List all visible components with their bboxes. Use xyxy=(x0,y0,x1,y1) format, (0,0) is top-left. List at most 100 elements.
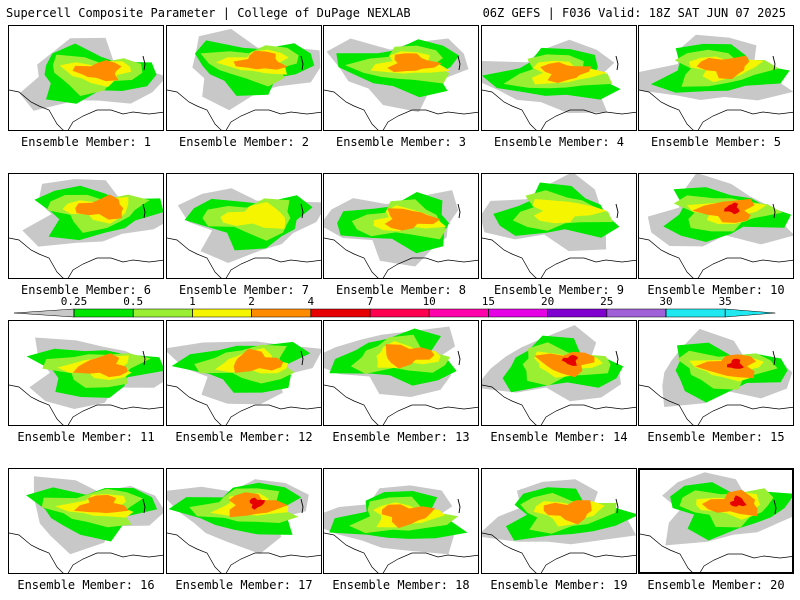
colorbar-segment xyxy=(132,308,193,318)
border-line xyxy=(9,237,64,278)
member-map-17[interactable] xyxy=(166,468,322,574)
coastline xyxy=(697,257,793,278)
coastline xyxy=(225,109,321,130)
lake-outline xyxy=(142,498,146,514)
member-label-5: Ensemble Member: 5 xyxy=(650,135,782,149)
scp-contour-7 xyxy=(727,358,744,369)
colorbar-segment xyxy=(428,308,489,318)
member-label-6: Ensemble Member: 6 xyxy=(20,283,152,297)
border-line xyxy=(482,237,537,278)
border-line xyxy=(9,384,64,425)
lake-outline xyxy=(615,498,619,514)
coastline xyxy=(540,404,636,425)
border-line xyxy=(639,89,694,130)
colorbar-tick-label: 2 xyxy=(248,295,255,308)
colorbar-left-arrow xyxy=(13,308,75,318)
lake-outline xyxy=(142,350,146,366)
member-map-14[interactable] xyxy=(481,320,637,426)
member-label-14: Ensemble Member: 14 xyxy=(490,430,628,444)
scp-contour-4 xyxy=(72,60,122,82)
lake-outline xyxy=(772,55,776,71)
scp-contour-4 xyxy=(233,348,284,373)
member-label-8: Ensemble Member: 8 xyxy=(335,283,467,297)
scp-contour-4 xyxy=(696,55,750,80)
member-label-13: Ensemble Member: 13 xyxy=(332,430,470,444)
member-label-19: Ensemble Member: 19 xyxy=(490,578,628,592)
member-map-12[interactable] xyxy=(166,320,322,426)
member-map-2[interactable] xyxy=(166,25,322,131)
border-line xyxy=(482,89,537,130)
member-map-4[interactable] xyxy=(481,25,637,131)
lake-outline xyxy=(615,350,619,366)
colorbar-segment xyxy=(192,308,252,318)
member-label-1: Ensemble Member: 1 xyxy=(20,135,152,149)
member-map-20[interactable] xyxy=(638,468,794,574)
member-map-3[interactable] xyxy=(323,25,479,131)
scp-contour-7 xyxy=(249,497,266,510)
lake-outline xyxy=(300,55,304,71)
scp-contour-4 xyxy=(534,351,595,378)
border-line xyxy=(324,532,379,573)
lake-outline xyxy=(457,350,461,366)
scp-contour-4 xyxy=(387,53,442,73)
member-map-18[interactable] xyxy=(323,468,479,574)
member-map-11[interactable] xyxy=(8,320,164,426)
border-line xyxy=(167,532,222,573)
scp-contour-7 xyxy=(561,354,579,366)
border-line xyxy=(482,384,537,425)
member-map-6[interactable] xyxy=(8,173,164,279)
colorbar-tick-label: 25 xyxy=(600,295,613,308)
border-line xyxy=(324,89,379,130)
colorbar-tick-label: 10 xyxy=(423,295,436,308)
member-map-19[interactable] xyxy=(481,468,637,574)
border-line xyxy=(324,237,379,278)
coastline xyxy=(67,552,163,573)
coastline xyxy=(540,109,636,130)
scp-contour-4 xyxy=(702,489,758,517)
member-map-7[interactable] xyxy=(166,173,322,279)
lake-outline xyxy=(457,498,461,514)
colorbar-segment xyxy=(606,308,667,318)
member-label-12: Ensemble Member: 12 xyxy=(175,430,313,444)
scp-contour-4 xyxy=(694,354,756,379)
colorbar-tick-label: 4 xyxy=(307,295,314,308)
lake-outline xyxy=(457,55,461,71)
member-map-9[interactable] xyxy=(481,173,637,279)
colorbar-tick-label: 30 xyxy=(659,295,672,308)
member-map-13[interactable] xyxy=(323,320,479,426)
border-line xyxy=(167,237,222,278)
coastline xyxy=(540,257,636,278)
lake-outline xyxy=(300,350,304,366)
coastline xyxy=(67,257,163,278)
colorbar-segment xyxy=(251,308,312,318)
coastline xyxy=(697,404,793,425)
colorbar-tick-label: 35 xyxy=(719,295,732,308)
colorbar-segment xyxy=(488,308,548,318)
member-label-17: Ensemble Member: 17 xyxy=(175,578,313,592)
scp-contour-4 xyxy=(540,62,592,83)
border-line xyxy=(639,384,694,425)
member-map-16[interactable] xyxy=(8,468,164,574)
lake-outline xyxy=(457,203,461,219)
member-map-5[interactable] xyxy=(638,25,794,131)
lake-outline xyxy=(300,203,304,219)
colorbar-tick-label: 20 xyxy=(541,295,554,308)
member-map-1[interactable] xyxy=(8,25,164,131)
member-label-2: Ensemble Member: 2 xyxy=(178,135,310,149)
member-map-10[interactable] xyxy=(638,173,794,279)
scp-contour-7 xyxy=(730,495,747,507)
colorbar-right-arrow xyxy=(724,308,776,318)
member-map-15[interactable] xyxy=(638,320,794,426)
member-map-8[interactable] xyxy=(323,173,479,279)
colorbar-segment xyxy=(547,308,608,318)
coastline xyxy=(67,404,163,425)
coastline xyxy=(382,109,478,130)
scp-contour-4 xyxy=(381,504,436,529)
member-label-11: Ensemble Member: 11 xyxy=(17,430,155,444)
border-line xyxy=(167,89,222,130)
coastline xyxy=(697,109,793,130)
scp-contour-2 xyxy=(532,199,608,224)
coastline xyxy=(540,552,636,573)
border-line xyxy=(167,384,222,425)
lake-outline xyxy=(615,203,619,219)
